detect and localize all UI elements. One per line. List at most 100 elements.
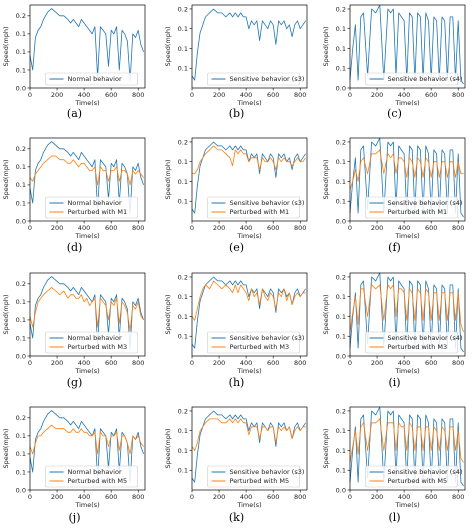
x-tick-label: 400 [78, 493, 90, 501]
y-tick-label: 0.0 [16, 217, 26, 225]
y-tick-label: 0.1 [16, 450, 26, 458]
y-tick-label: 0.1 [336, 313, 346, 321]
plot-frame [29, 137, 146, 222]
legend-box [207, 465, 300, 488]
y-tick-label: 0.2 [178, 407, 188, 415]
y-axis-label: Speed(mph) [2, 428, 10, 468]
plot-frame [191, 137, 308, 222]
x-axis-label: Time(s) [74, 367, 99, 375]
x-tick-label: 0 [190, 359, 194, 367]
y-tick-label: 0.1 [178, 25, 188, 33]
y-tick-label: 0.1 [336, 45, 346, 53]
x-tick-label: 800 [132, 359, 144, 367]
y-tick-label: 0.1 [178, 313, 188, 321]
panel-caption: (e) [229, 241, 244, 254]
x-tick-label: 800 [452, 493, 464, 501]
legend-box [45, 72, 138, 86]
panel-caption: (j) [69, 511, 81, 524]
x-axis-label: Time(s) [236, 501, 261, 509]
y-tick-label: 0.1 [336, 178, 346, 186]
plot-frame [191, 4, 308, 89]
x-tick-label: 0 [348, 91, 352, 99]
x-axis-label: Time(s) [394, 367, 419, 375]
legend-entry: Sensitive behavior (s3) [230, 75, 305, 83]
plot-frame [29, 406, 146, 491]
legend-entry: Sensitive behavior (s4) [388, 468, 463, 476]
x-tick-label: 0 [28, 91, 32, 99]
legend-entry: Sensitive behavior (s3) [230, 199, 305, 207]
x-tick-label: 200 [51, 359, 63, 367]
y-tick-label: 0.1 [178, 427, 188, 435]
series-line-perturbed [29, 155, 144, 186]
y-tick-label: 0.1 [16, 30, 26, 38]
y-tick-label: 0.2 [178, 138, 188, 146]
y-tick-label: 0.1 [16, 199, 26, 207]
x-tick-label: 0 [348, 493, 352, 501]
y-axis-label: Speed(mph) [322, 428, 330, 468]
x-axis-label: Time(s) [236, 367, 261, 375]
y-tick-label: 0.0 [16, 84, 26, 92]
series-line-primary [29, 276, 144, 350]
y-axis-label: Speed(mph) [322, 294, 330, 334]
y-tick-label: 0.1 [178, 467, 188, 475]
series-line-perturbed [192, 145, 306, 175]
x-axis-label: Time(s) [74, 501, 99, 509]
x-tick-label: 800 [294, 224, 306, 232]
x-tick-label: 600 [425, 224, 437, 232]
legend-entry: Sensitive behavior (s4) [388, 75, 463, 83]
y-tick-label: 0.1 [16, 334, 26, 342]
x-tick-label: 600 [267, 91, 279, 99]
panel-caption: (l) [388, 511, 400, 524]
chart-panel: 0 200 400 600 800 0.1 0.1 0.1 0.2 Time(s) Speed(mp… [164, 4, 308, 107]
series-line-perturbed [29, 286, 144, 332]
y-axis-label: Speed(mph) [164, 294, 172, 334]
legend-entry: Sensitive behavior (s4) [388, 199, 463, 207]
x-tick-label: 800 [132, 91, 144, 99]
y-tick-label: 0.1 [178, 178, 188, 186]
chart-panel: 0 200 400 600 800 0.0 0.1 0.1 0.1 0.2 Time(s) Speed… [322, 4, 466, 107]
x-axis-label: Time(s) [394, 501, 419, 509]
legend-box [365, 331, 458, 354]
x-tick-label: 400 [240, 359, 252, 367]
y-tick-label: 0.1 [16, 432, 26, 440]
x-tick-label: 0 [190, 224, 194, 232]
y-tick-label: 0.2 [16, 12, 26, 20]
y-tick-label: 0.2 [336, 5, 346, 13]
y-tick-label: 0.1 [16, 298, 26, 306]
series-line-primary [29, 8, 144, 82]
legend-entry: Sensitive behavior (s4) [388, 334, 463, 342]
x-tick-label: 600 [425, 359, 437, 367]
x-tick-label: 200 [213, 493, 225, 501]
x-tick-label: 600 [425, 493, 437, 501]
x-tick-label: 800 [132, 493, 144, 501]
series-line-primary [349, 4, 464, 85]
x-tick-label: 600 [267, 224, 279, 232]
legend-entry: Perturbed with M5 [388, 477, 448, 485]
legend-entry: Perturbed with M5 [68, 477, 128, 485]
panel-caption: (f) [388, 241, 401, 254]
x-axis-label: Time(s) [74, 99, 99, 107]
legend-box [207, 331, 300, 354]
plot-frame [191, 406, 308, 491]
x-tick-label: 800 [294, 493, 306, 501]
chart-panel: 0 200 400 600 800 0.1 0.1 0.1 0.2 Time(s) Speed(mp… [164, 137, 308, 240]
legend-entry: Perturbed with M3 [388, 343, 448, 351]
panel-caption: (h) [229, 376, 245, 389]
y-tick-label: 0.2 [178, 273, 188, 281]
x-tick-label: 0 [28, 493, 32, 501]
y-axis-label: Speed(mph) [164, 159, 172, 199]
legend-entry: Sensitive behavior (s3) [230, 334, 305, 342]
x-tick-label: 400 [240, 493, 252, 501]
series-line-primary [29, 141, 144, 215]
chart-panel: 0 200 400 600 800 0.0 0.1 0.1 0.1 0.2 Time(s) Speed… [322, 272, 466, 375]
y-tick-label: 0.0 [336, 217, 346, 225]
y-tick-label: 0.1 [336, 333, 346, 341]
x-axis-label: Time(s) [394, 232, 419, 240]
legend-entry: Perturbed with M1 [68, 208, 128, 216]
y-tick-label: 0.1 [16, 316, 26, 324]
y-tick-label: 0.1 [178, 333, 188, 341]
legend-entry: Perturbed with M3 [68, 343, 128, 351]
x-tick-label: 600 [267, 493, 279, 501]
x-tick-label: 200 [371, 91, 383, 99]
